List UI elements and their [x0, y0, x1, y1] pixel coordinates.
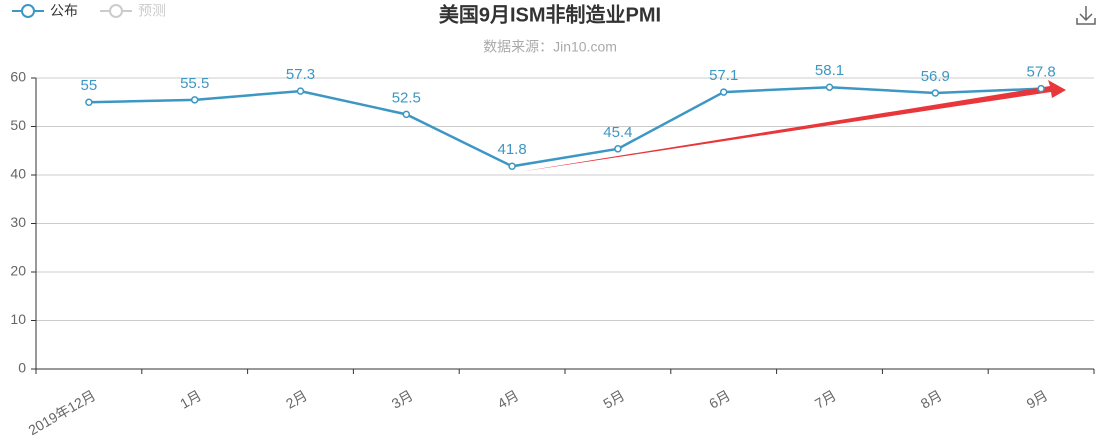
legend-label: 公布 [50, 3, 78, 19]
x-tick-label: 5月 [600, 387, 627, 412]
data-point [825, 83, 834, 91]
data-label: 57.3 [286, 66, 315, 83]
x-tick-label: 6月 [706, 387, 733, 412]
series-line [88, 85, 1042, 168]
data-point [508, 162, 516, 171]
x-tick-label: 2019年12月 [26, 387, 99, 438]
legend-label: 预测 [138, 3, 166, 19]
data-point [931, 89, 940, 97]
data-point [296, 87, 305, 95]
y-tick-label: 0 [18, 360, 26, 376]
data-point [1037, 84, 1045, 93]
chart-subtitle: 数据来源：Jin10.com [483, 39, 617, 55]
data-label: 58.1 [815, 62, 844, 79]
legend-marker [21, 4, 35, 18]
data-point [719, 88, 728, 96]
data-label: 41.8 [497, 141, 526, 158]
x-tick-label: 2月 [283, 387, 310, 412]
x-tick-label: 1月 [177, 387, 204, 412]
y-tick-label: 40 [10, 166, 26, 182]
data-label: 55 [81, 77, 98, 94]
x-tick-label: 8月 [918, 387, 945, 412]
data-label: 52.5 [392, 89, 421, 106]
data-label: 57.8 [1026, 64, 1055, 81]
y-tick-label: 60 [10, 69, 26, 85]
x-tick-label: 9月 [1024, 387, 1051, 412]
data-point [190, 96, 199, 104]
data-label: 57.1 [709, 67, 738, 84]
y-tick-label: 30 [10, 214, 26, 230]
data-label: 56.9 [921, 68, 950, 85]
data-point [402, 110, 411, 119]
chart-title: 美国9月ISM非制造业PMI [439, 2, 661, 26]
legend-marker [109, 4, 123, 18]
x-tick-label: 7月 [812, 387, 839, 412]
data-point [85, 98, 93, 106]
y-tick-label: 50 [10, 117, 26, 133]
data-label: 55.5 [180, 75, 209, 92]
y-tick-label: 20 [10, 263, 26, 279]
download-glyph[interactable] [1076, 6, 1096, 25]
data-label: 45.4 [603, 124, 632, 141]
download-icon[interactable] [1076, 6, 1096, 25]
x-tick-label: 4月 [495, 387, 522, 412]
data-point [614, 145, 622, 153]
y-tick-label: 10 [10, 311, 26, 327]
x-tick-label: 3月 [389, 387, 416, 412]
